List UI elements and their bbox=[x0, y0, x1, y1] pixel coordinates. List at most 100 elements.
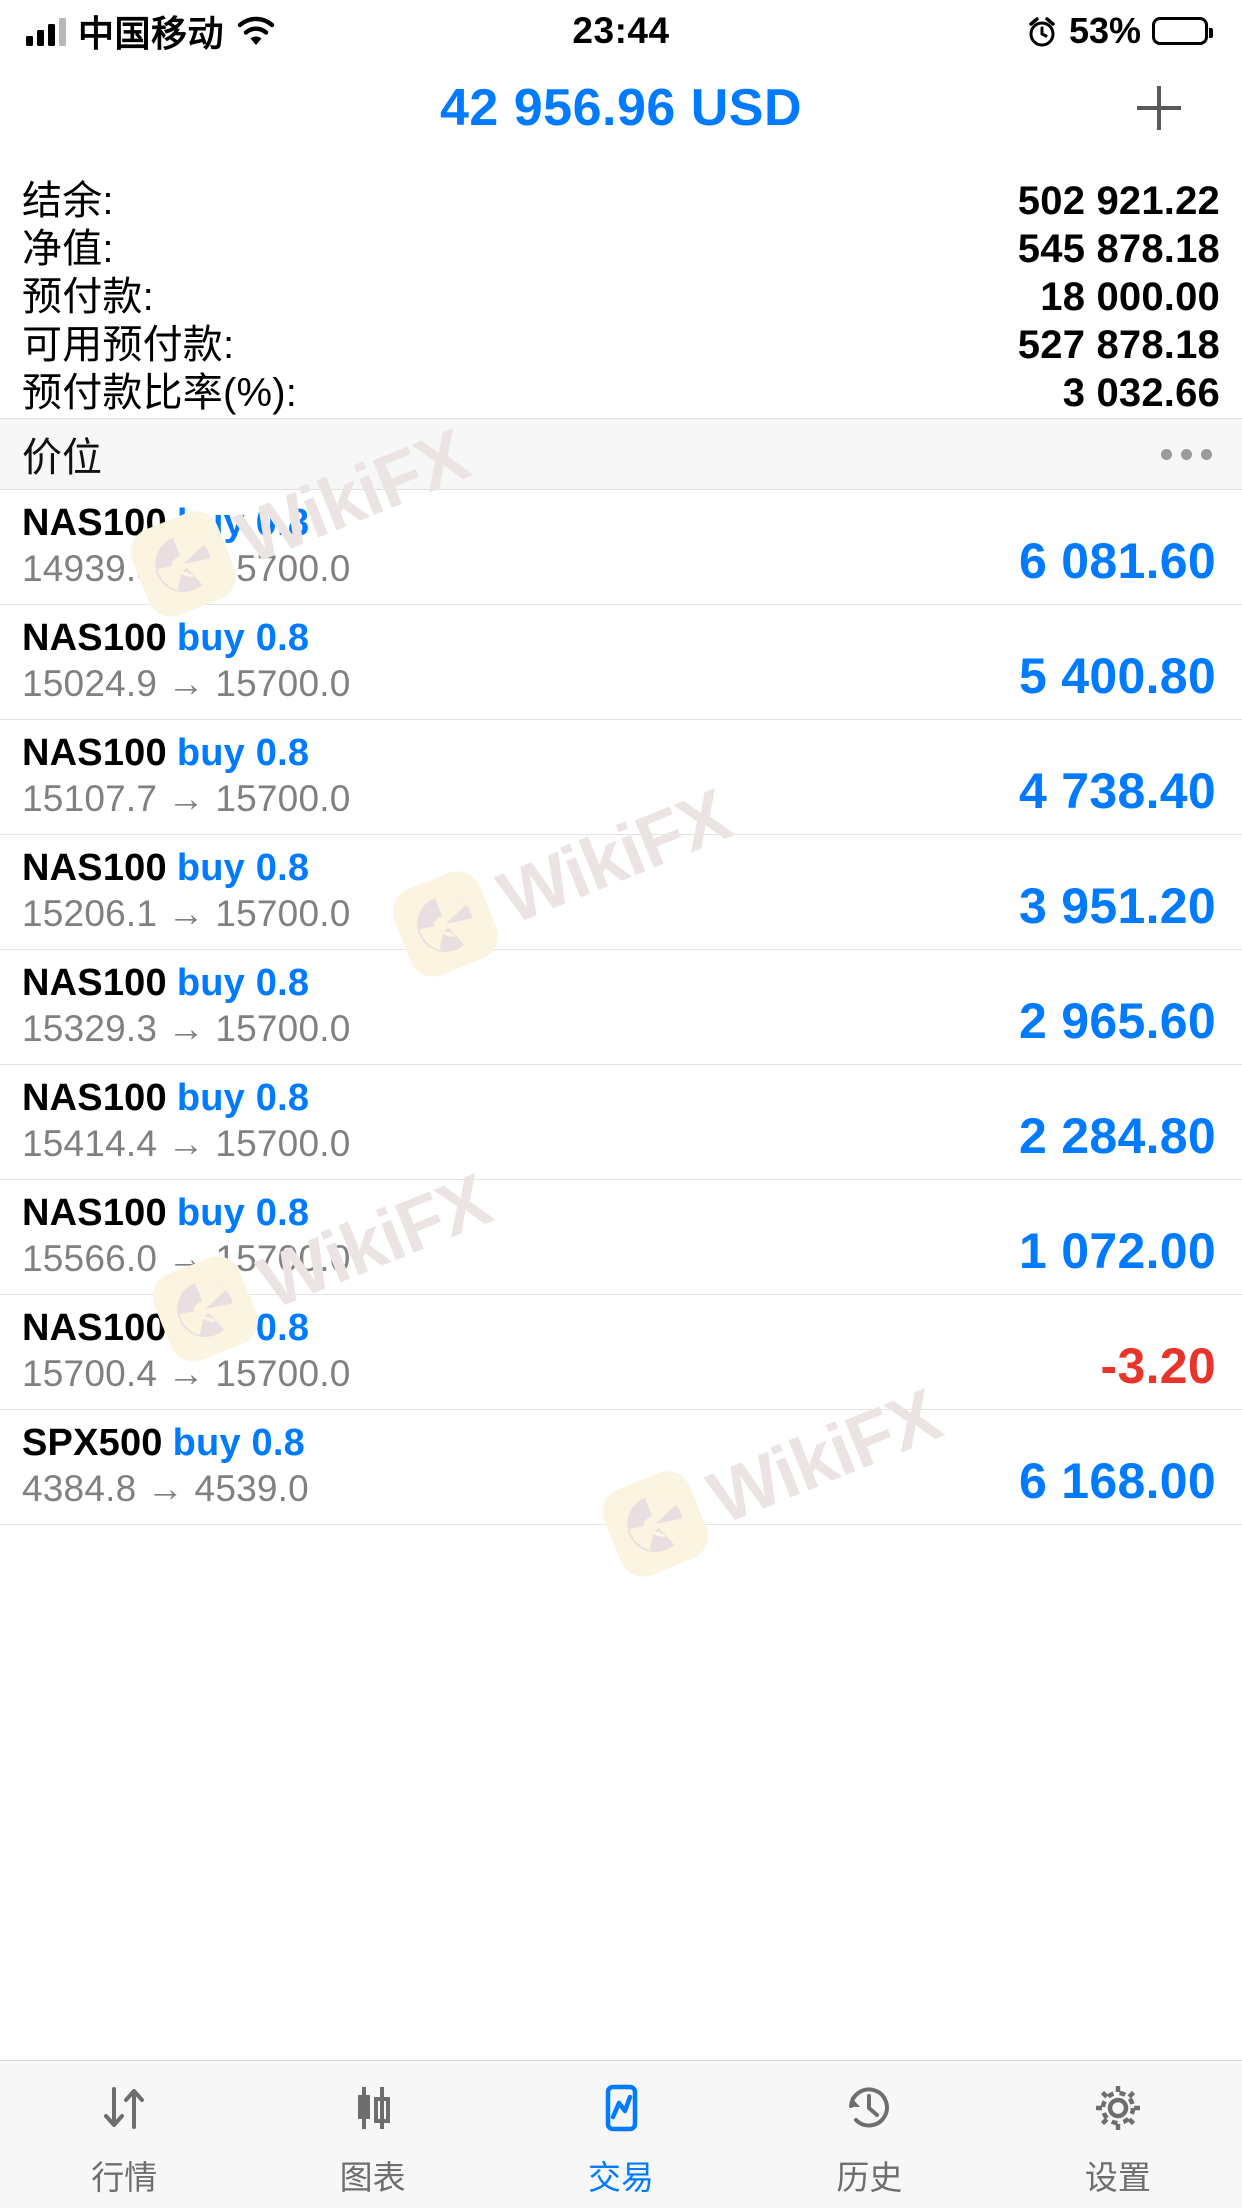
position-side: buy 0.8 bbox=[176, 617, 310, 659]
tab-label: 交易 bbox=[588, 2158, 655, 2196]
position-profit: 1 072.00 bbox=[1018, 1223, 1216, 1279]
position-info: NAS100 buy 0.8 15566.0 → 15700.0 bbox=[22, 1192, 350, 1279]
position-prices: 14939.8 → 15700.0 bbox=[22, 547, 350, 589]
tab-charts[interactable]: 图表 bbox=[248, 2061, 496, 2208]
status-bar-time: 23:44 bbox=[572, 10, 670, 51]
signal-bars-icon bbox=[26, 16, 66, 46]
position-info: SPX500 buy 0.8 4384.8 → 4539.0 bbox=[22, 1422, 309, 1509]
arrow-icon: → bbox=[167, 1237, 205, 1279]
battery-icon bbox=[1152, 17, 1213, 45]
open-price: 15024.9 bbox=[22, 662, 158, 704]
account-summary: 结余: 502 921.22 净值: 545 878.18 预付款: 18 00… bbox=[0, 154, 1242, 418]
summary-label: 预付款: bbox=[22, 275, 154, 319]
open-price: 15566.0 bbox=[22, 1237, 158, 1279]
arrow-icon: → bbox=[167, 662, 205, 704]
position-info: NAS100 buy 0.8 15329.3 → 15700.0 bbox=[22, 962, 351, 1049]
position-symbol: NAS100 bbox=[22, 847, 167, 889]
position-prices: 15700.4 → 15700.0 bbox=[22, 1352, 351, 1394]
arrow-icon: → bbox=[167, 1122, 205, 1164]
position-symbol-line: NAS100 buy 0.8 bbox=[22, 1078, 350, 1119]
page-header: 42 956.96 USD bbox=[0, 62, 1242, 154]
current-price: 15700.0 bbox=[215, 662, 351, 704]
tab-settings[interactable]: 设置 bbox=[994, 2061, 1242, 2208]
positions-section-header: 价位 bbox=[0, 418, 1242, 490]
position-side: buy 0.8 bbox=[176, 962, 310, 1004]
wifi-icon bbox=[236, 16, 276, 46]
position-side: buy 0.8 bbox=[176, 1307, 310, 1349]
plus-icon[interactable] bbox=[1132, 81, 1186, 135]
arrow-icon: → bbox=[167, 892, 205, 934]
position-symbol-line: NAS100 buy 0.8 bbox=[22, 1192, 350, 1234]
position-prices: 15024.9 → 15700.0 bbox=[22, 662, 351, 704]
position-symbol-line: NAS100 buy 0.8 bbox=[22, 617, 350, 659]
position-symbol: NAS100 bbox=[22, 1192, 167, 1234]
table-row[interactable]: NAS100 buy 0.8 15700.4 → 15700.0 -3.20 bbox=[0, 1295, 1242, 1410]
open-price: 14939.8 bbox=[22, 547, 158, 589]
status-bar: 中国移动 23:44 53% bbox=[0, 0, 1242, 62]
arrow-icon: → bbox=[167, 1352, 205, 1394]
more-options-icon[interactable] bbox=[1161, 448, 1212, 460]
current-price: 15700.0 bbox=[215, 1122, 351, 1164]
position-symbol-line: NAS100 buy 0.8 bbox=[22, 502, 350, 544]
open-price: 15107.7 bbox=[22, 777, 158, 819]
summary-row-margin: 预付款: 18 000.00 bbox=[22, 264, 1220, 319]
position-symbol: NAS100 bbox=[22, 617, 167, 659]
table-row[interactable]: NAS100 buy 0.8 15024.9 → 15700.0 5 400.80 bbox=[0, 605, 1242, 720]
position-info: NAS100 buy 0.8 15414.4 → 15700.0 bbox=[22, 1078, 351, 1164]
summary-label: 可用预付款: bbox=[22, 323, 235, 367]
position-profit: 2 965.60 bbox=[1018, 993, 1216, 1049]
battery-percent-label: 53% bbox=[1068, 10, 1141, 51]
tab-label: 图表 bbox=[339, 2158, 406, 2196]
position-prices: 15329.3 → 15700.0 bbox=[22, 1007, 351, 1049]
position-symbol: NAS100 bbox=[22, 732, 167, 774]
summary-value: 527 878.18 bbox=[1017, 323, 1220, 367]
tab-label: 设置 bbox=[1084, 2158, 1151, 2196]
table-row[interactable]: SPX500 buy 0.8 4384.8 → 4539.0 6 168.00 bbox=[0, 1410, 1242, 1525]
arrow-icon: → bbox=[167, 547, 205, 589]
open-price: 15329.3 bbox=[22, 1007, 158, 1049]
position-info: NAS100 buy 0.8 15700.4 → 15700.0 bbox=[22, 1307, 351, 1394]
position-symbol: SPX500 bbox=[22, 1422, 163, 1464]
summary-row-margin-level: 预付款比率(%): 3 032.66 bbox=[22, 360, 1220, 415]
table-row[interactable]: NAS100 buy 0.8 15206.1 → 15700.0 3 951.20 bbox=[0, 835, 1242, 950]
table-row[interactable]: NAS100 buy 0.8 15329.3 → 15700.0 2 965.60 bbox=[0, 950, 1242, 1065]
position-profit: 2 284.80 bbox=[1018, 1108, 1216, 1164]
open-price: 15414.4 bbox=[22, 1122, 158, 1164]
position-side: buy 0.8 bbox=[176, 847, 310, 889]
positions-list[interactable]: NAS100 buy 0.8 14939.8 → 15700.0 6 081.60… bbox=[0, 490, 1242, 2060]
trade-line-chart-icon bbox=[592, 2077, 650, 2139]
current-price: 15700.0 bbox=[215, 1352, 351, 1394]
table-row[interactable]: NAS100 buy 0.8 14939.8 → 15700.0 6 081.60 bbox=[0, 490, 1242, 605]
position-profit: 4 738.40 bbox=[1018, 763, 1216, 819]
summary-label: 结余: bbox=[22, 179, 114, 223]
position-symbol: NAS100 bbox=[22, 962, 167, 1004]
position-side: buy 0.8 bbox=[176, 502, 310, 544]
tab-trade[interactable]: 交易 bbox=[497, 2061, 745, 2208]
position-symbol-line: NAS100 buy 0.8 bbox=[22, 847, 350, 889]
summary-label: 预付款比率(%): bbox=[22, 371, 298, 415]
candlestick-chart-icon bbox=[344, 2077, 402, 2139]
open-price: 15206.1 bbox=[22, 892, 158, 934]
table-row[interactable]: NAS100 buy 0.8 15107.7 → 15700.0 4 738.40 bbox=[0, 720, 1242, 835]
position-info: NAS100 buy 0.8 15107.7 → 15700.0 bbox=[22, 732, 351, 819]
tab-quotes[interactable]: 行情 bbox=[0, 2061, 248, 2208]
position-symbol-line: NAS100 buy 0.8 bbox=[22, 962, 350, 1004]
tab-history[interactable]: 历史 bbox=[745, 2061, 993, 2208]
position-profit: 3 951.20 bbox=[1018, 878, 1216, 934]
arrow-icon: → bbox=[167, 1007, 205, 1049]
tab-label: 行情 bbox=[91, 2158, 158, 2196]
current-price: 4539.0 bbox=[194, 1467, 309, 1509]
position-info: NAS100 buy 0.8 15024.9 → 15700.0 bbox=[22, 617, 351, 704]
table-row[interactable]: NAS100 buy 0.8 15566.0 → 15700.0 1 072.00 bbox=[0, 1180, 1242, 1295]
position-info: NAS100 buy 0.8 14939.8 → 15700.0 bbox=[22, 502, 350, 589]
position-profit: 5 400.80 bbox=[1018, 648, 1216, 704]
position-symbol-line: NAS100 buy 0.8 bbox=[22, 1307, 350, 1349]
summary-value: 18 000.00 bbox=[1040, 275, 1220, 319]
bottom-tab-bar: 行情 图表 交易 bbox=[0, 2060, 1242, 2208]
current-price: 15700.0 bbox=[215, 892, 351, 934]
position-side: buy 0.8 bbox=[176, 1192, 310, 1234]
current-price: 15700.0 bbox=[215, 777, 351, 819]
table-row[interactable]: NAS100 buy 0.8 15414.4 → 15700.0 2 284.80 bbox=[0, 1065, 1242, 1180]
alarm-clock-icon bbox=[1026, 15, 1058, 47]
current-price: 15700.0 bbox=[215, 1007, 351, 1049]
